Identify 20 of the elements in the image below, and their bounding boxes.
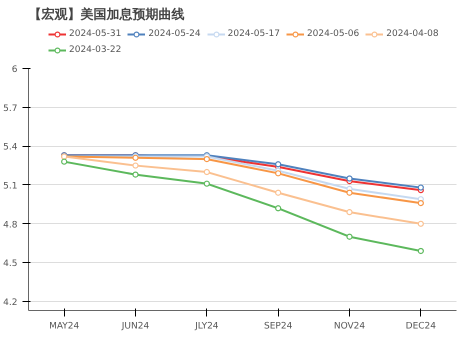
y-tick-label: 5.4 <box>3 142 18 153</box>
legend-label: 2024-05-24 <box>148 28 201 40</box>
y-tick-label: 6 <box>12 65 18 75</box>
legend-label: 2024-04-08 <box>386 28 439 40</box>
x-tick-label: NOV24 <box>334 322 366 332</box>
legend-label: 2024-05-31 <box>69 28 122 40</box>
x-tick-label: JLY24 <box>194 322 219 332</box>
x-tick-label: DEC24 <box>406 322 436 332</box>
legend-label: 2024-03-22 <box>69 44 122 56</box>
y-tick-label: 4.5 <box>3 259 18 270</box>
chart-title: 【宏观】美国加息预期曲线 <box>28 6 184 22</box>
legend-label: 2024-05-06 <box>306 28 360 40</box>
x-tick-label: MAY24 <box>49 322 80 332</box>
y-tick-label: 4.8 <box>3 220 18 230</box>
x-tick-label: JUN24 <box>120 322 150 332</box>
y-tick-label: 4.2 <box>3 298 18 308</box>
y-tick-label: 5.1 <box>3 181 18 192</box>
x-tick-label: SEP24 <box>264 322 293 332</box>
legend-label: 2024-05-17 <box>228 28 280 40</box>
y-tick-label: 5.7 <box>3 104 18 114</box>
